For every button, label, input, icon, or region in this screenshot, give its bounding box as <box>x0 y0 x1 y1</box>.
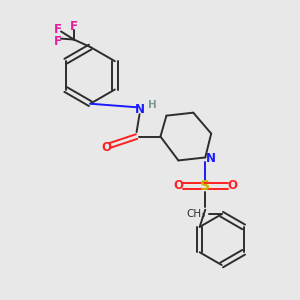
Text: F: F <box>53 34 62 47</box>
Text: O: O <box>173 179 183 192</box>
Text: O: O <box>227 179 237 192</box>
Text: N: N <box>134 103 145 116</box>
Text: O: O <box>102 140 112 154</box>
Text: F: F <box>53 22 62 36</box>
Text: H: H <box>148 100 157 110</box>
Text: S: S <box>200 179 210 193</box>
Text: CH₃: CH₃ <box>186 209 205 219</box>
Text: F: F <box>70 20 78 34</box>
Text: N: N <box>206 152 216 166</box>
